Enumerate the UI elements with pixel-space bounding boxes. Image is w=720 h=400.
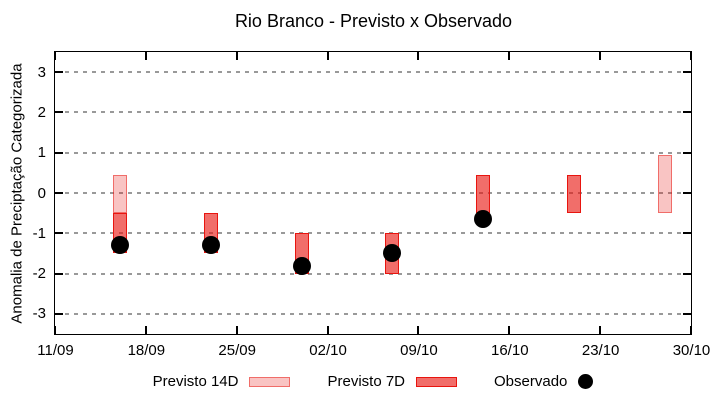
x-tick-mark [144, 326, 147, 334]
x-tick-mark [144, 52, 147, 60]
y-tick-label: 1 [37, 144, 46, 162]
x-tick-mark [417, 326, 420, 334]
x-tick-mark [508, 326, 511, 334]
x-tick-label: 11/09 [37, 342, 74, 359]
x-tick-mark [690, 326, 692, 334]
gridline [56, 232, 690, 235]
bar-previsto-14d [112, 174, 127, 214]
y-tick-mark [683, 192, 691, 194]
x-tick-mark [599, 326, 602, 334]
legend-label-previsto-14d: Previsto 14D [152, 373, 239, 390]
previsto-7d-swatch-icon [416, 376, 458, 387]
observado-dot [201, 236, 220, 255]
x-tick-mark [235, 52, 238, 60]
y-tick-label: -1 [32, 224, 46, 242]
observado-dot [383, 244, 402, 263]
x-tick-mark [54, 326, 56, 334]
legend-label-previsto-7d: Previsto 7D [327, 373, 406, 390]
x-tick-mark [54, 52, 56, 60]
observado-dot [474, 210, 493, 229]
y-tick-mark [683, 272, 691, 275]
gridline [56, 312, 690, 315]
x-tick-mark [326, 326, 329, 334]
y-tick-mark [55, 111, 63, 114]
y-tick-mark [55, 232, 63, 235]
observado-dot [292, 256, 311, 275]
gridline [56, 71, 690, 74]
previsto-14d-swatch-icon [249, 376, 291, 387]
x-tick-mark [599, 52, 602, 60]
y-tick-label: -2 [32, 265, 46, 283]
x-tick-mark [690, 52, 692, 60]
legend-label-observado: Observado [494, 373, 568, 390]
y-tick-label: 0 [37, 184, 46, 202]
y-tick-mark [683, 151, 691, 154]
y-tick-mark [55, 71, 63, 74]
bar-previsto-7d [476, 174, 491, 214]
legend-item-previsto-7d: Previsto 7D [327, 373, 458, 390]
x-tick-mark [326, 52, 329, 60]
y-tick-mark [683, 312, 691, 315]
y-tick-mark [683, 71, 691, 74]
bar-previsto-7d [567, 174, 582, 214]
gridline [56, 272, 690, 275]
x-tick-label: 23/10 [581, 342, 620, 359]
chart-title: Rio Branco - Previsto x Observado [234, 11, 513, 31]
y-tick-mark [55, 312, 63, 315]
x-tick-label: 30/10 [672, 342, 711, 359]
y-tick-label: 2 [37, 103, 46, 121]
x-tick-mark [508, 52, 511, 60]
x-tick-label: 25/09 [218, 342, 256, 359]
gridline [56, 111, 690, 114]
legend: Previsto 14D Previsto 7D Observado [0, 373, 720, 390]
x-tick-label: 02/10 [309, 342, 347, 359]
x-tick-mark [417, 52, 420, 60]
gridline [56, 151, 690, 154]
x-tick-label: 18/09 [127, 342, 166, 359]
bar-previsto-14d [658, 154, 673, 214]
plot-area [54, 51, 692, 335]
y-tick-label: 3 [37, 63, 46, 81]
legend-item-previsto-14d: Previsto 14D [153, 373, 291, 390]
x-tick-mark [235, 326, 238, 334]
x-tick-label: 09/10 [400, 342, 438, 359]
y-tick-mark [683, 111, 691, 114]
observado-dot-icon [578, 374, 594, 389]
x-tick-label: 16/10 [491, 342, 529, 359]
y-tick-mark [55, 192, 63, 194]
gridline [56, 192, 690, 194]
observado-dot [110, 236, 129, 255]
y-tick-mark [55, 151, 63, 154]
y-tick-label: -3 [32, 305, 46, 323]
y-tick-mark [55, 272, 63, 275]
y-tick-mark [683, 232, 691, 235]
legend-item-observado: Observado [494, 373, 594, 390]
